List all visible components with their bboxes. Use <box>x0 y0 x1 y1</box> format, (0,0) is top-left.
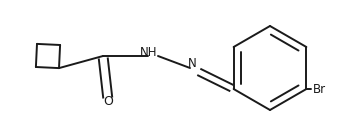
Text: N: N <box>188 57 196 70</box>
Text: NH: NH <box>140 46 158 59</box>
Text: O: O <box>103 95 113 108</box>
Text: Br: Br <box>313 83 327 95</box>
